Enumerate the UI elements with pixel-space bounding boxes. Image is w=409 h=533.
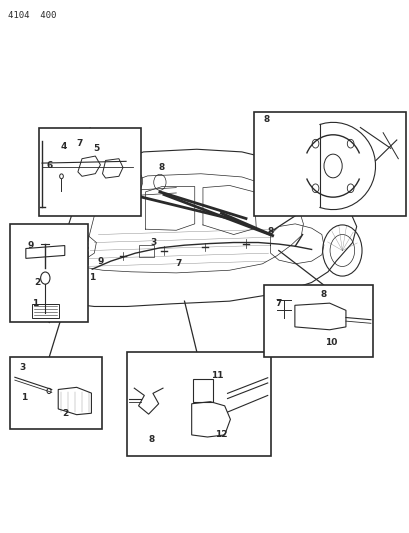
Bar bbox=[193, 379, 213, 402]
Text: 3: 3 bbox=[19, 364, 26, 372]
Text: 1: 1 bbox=[21, 393, 28, 401]
Bar bbox=[39, 128, 141, 216]
Text: 4: 4 bbox=[60, 142, 67, 151]
Bar bbox=[264, 285, 372, 357]
Text: 8: 8 bbox=[320, 290, 326, 298]
Text: 6: 6 bbox=[46, 161, 52, 169]
Text: 8: 8 bbox=[158, 164, 165, 172]
Bar bbox=[32, 304, 58, 318]
Text: 5: 5 bbox=[93, 144, 99, 152]
Text: 7: 7 bbox=[275, 300, 281, 308]
Bar bbox=[10, 224, 88, 322]
Text: 7: 7 bbox=[175, 260, 181, 268]
Text: 1: 1 bbox=[89, 273, 95, 281]
Bar bbox=[127, 352, 270, 456]
Bar bbox=[139, 245, 153, 257]
Text: 2: 2 bbox=[62, 409, 69, 417]
Text: 10: 10 bbox=[324, 338, 337, 346]
Text: 6: 6 bbox=[83, 244, 89, 252]
Text: 7: 7 bbox=[124, 188, 130, 196]
Text: 3: 3 bbox=[150, 238, 157, 247]
Text: 12: 12 bbox=[215, 430, 227, 439]
Text: 4104  400: 4104 400 bbox=[8, 11, 56, 20]
Text: 8: 8 bbox=[267, 228, 273, 236]
Text: 2: 2 bbox=[34, 278, 40, 287]
Text: 9: 9 bbox=[97, 257, 103, 265]
Text: 7: 7 bbox=[76, 140, 83, 148]
Text: 4: 4 bbox=[85, 198, 91, 207]
Text: 1: 1 bbox=[31, 300, 38, 308]
Text: 8: 8 bbox=[148, 435, 155, 444]
Bar bbox=[10, 357, 102, 429]
Text: 8: 8 bbox=[263, 116, 269, 124]
Bar bbox=[254, 112, 405, 216]
Text: 11: 11 bbox=[211, 372, 223, 380]
Text: 9: 9 bbox=[27, 241, 34, 249]
